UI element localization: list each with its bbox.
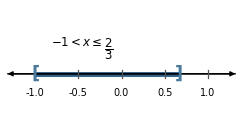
Text: $\dfrac{2}{3}$: $\dfrac{2}{3}$	[104, 36, 113, 62]
Text: -1.0: -1.0	[26, 88, 44, 98]
Text: ]: ]	[175, 65, 183, 83]
Text: 0.0: 0.0	[114, 88, 129, 98]
Text: 1.0: 1.0	[200, 88, 216, 98]
Text: $-1 < x \leq$: $-1 < x \leq$	[51, 36, 103, 49]
Text: -0.5: -0.5	[69, 88, 88, 98]
Text: [: [	[31, 65, 39, 83]
Text: 0.5: 0.5	[157, 88, 172, 98]
